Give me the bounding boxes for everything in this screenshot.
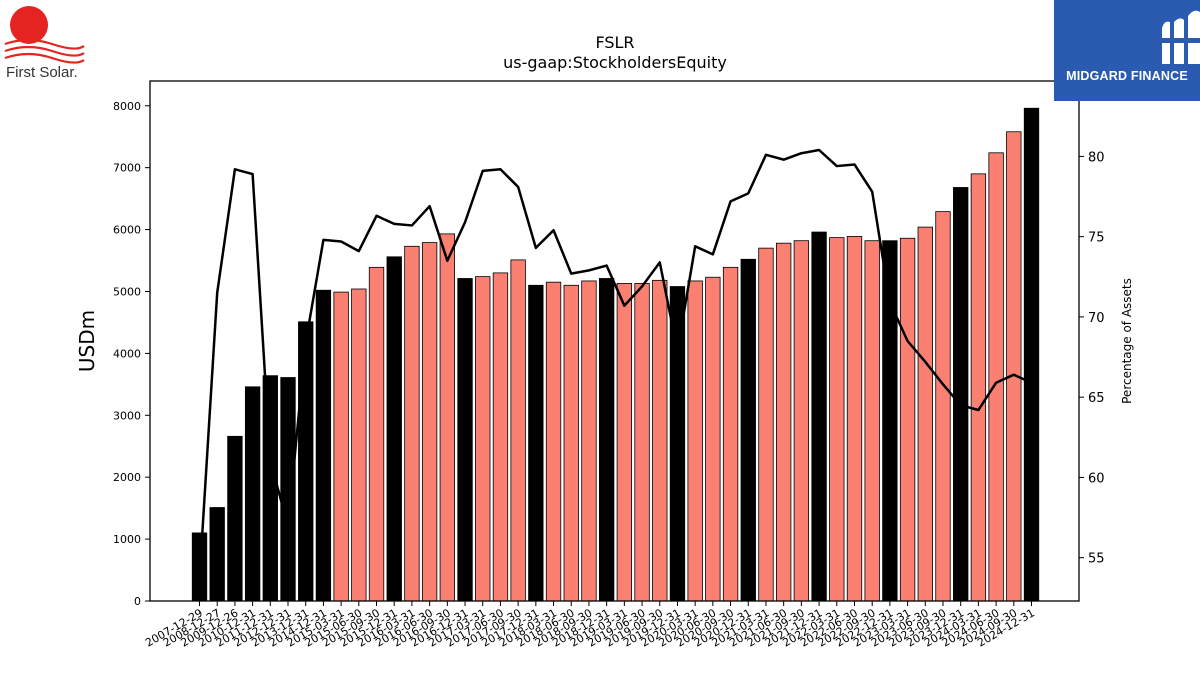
y-tick-label: 4000 bbox=[113, 347, 141, 360]
bar-2022-06-30 bbox=[846, 235, 863, 602]
y2-tick-label: 65 bbox=[1088, 391, 1105, 406]
y2-axis-label: Percentage of Assets bbox=[1120, 278, 1134, 404]
percentage-line-series bbox=[198, 148, 1033, 579]
bar-2023-03-31 bbox=[899, 237, 916, 602]
bar-2014-12-31 bbox=[315, 289, 332, 602]
bar-2015-03-31 bbox=[333, 291, 349, 602]
y-tick-label: 0 bbox=[134, 595, 141, 608]
bar-2022-03-31 bbox=[829, 237, 845, 602]
bar-2017-09-30 bbox=[510, 259, 526, 602]
midgard-finance-logo: MIDGARD FINANCE bbox=[1054, 0, 1200, 101]
sun-icon bbox=[10, 6, 48, 44]
bar-2019-12-31 bbox=[669, 286, 686, 602]
first-solar-logo: First Solar. bbox=[0, 0, 95, 90]
bar-2009-12-26 bbox=[227, 435, 243, 602]
bar-2020-06-30 bbox=[705, 276, 721, 602]
bar-2019-03-31 bbox=[616, 283, 633, 602]
bar-2018-06-30 bbox=[563, 284, 579, 602]
bar-2024-03-31 bbox=[970, 173, 987, 602]
right-y-axis: 55 60 65 70 75 80 bbox=[1079, 150, 1105, 567]
y-tick-label: 2000 bbox=[113, 471, 141, 484]
bar-2015-06-30 bbox=[351, 288, 367, 602]
bar-2021-09-30 bbox=[793, 240, 810, 602]
bar-2018-03-31 bbox=[545, 281, 562, 602]
bar-2017-12-31 bbox=[528, 284, 544, 602]
bar-2020-03-31 bbox=[687, 280, 703, 602]
chart-subtitle: us-gaap:StockholdersEquity bbox=[503, 53, 727, 72]
bar-2016-03-31 bbox=[404, 245, 420, 602]
y-tick-label: 3000 bbox=[113, 409, 141, 422]
company-name: First Solar. bbox=[6, 64, 78, 81]
y-tick-label: 8000 bbox=[113, 100, 141, 113]
plot-area bbox=[149, 80, 1080, 602]
bar-2013-12-31 bbox=[298, 321, 314, 602]
bar-2024-12-31 bbox=[1023, 107, 1040, 602]
bar-2023-09-30 bbox=[935, 211, 951, 602]
bar-2024-06-30 bbox=[988, 152, 1004, 602]
publisher-name: MIDGARD FINANCE bbox=[1066, 69, 1188, 83]
bar-2020-12-31 bbox=[740, 258, 756, 602]
y2-tick-label: 75 bbox=[1088, 231, 1105, 246]
bar-2023-06-30 bbox=[917, 226, 933, 602]
bar-2015-09-30 bbox=[368, 266, 385, 602]
bar-2019-06-30 bbox=[634, 283, 650, 602]
bar-2021-12-31 bbox=[811, 231, 827, 602]
y-tick-label: 5000 bbox=[113, 285, 141, 298]
bar-2015-12-31 bbox=[386, 256, 402, 602]
bar-2016-09-30 bbox=[439, 233, 455, 602]
bar-2010-12-31 bbox=[244, 386, 261, 602]
bar-2017-03-31 bbox=[475, 276, 491, 602]
y2-tick-label: 70 bbox=[1088, 311, 1105, 326]
bar-2023-12-31 bbox=[953, 187, 969, 602]
y-tick-label: 7000 bbox=[113, 162, 141, 175]
bar-2016-12-31 bbox=[457, 278, 473, 602]
y2-tick-label: 60 bbox=[1088, 471, 1105, 486]
bar-2017-06-30 bbox=[492, 272, 509, 602]
y2-tick-label: 80 bbox=[1088, 150, 1105, 165]
bar-2012-12-31 bbox=[280, 377, 296, 602]
percentage-of-assets-line bbox=[198, 148, 1033, 579]
midgard-mark-icon bbox=[1158, 10, 1200, 65]
bar-2022-09-30 bbox=[864, 240, 880, 602]
y-tick-label: 1000 bbox=[113, 533, 141, 546]
bar-2019-09-30 bbox=[652, 279, 668, 602]
bar-2021-06-30 bbox=[776, 242, 792, 602]
y-axis-label: USDm bbox=[75, 310, 99, 372]
chart-title: FSLR bbox=[595, 33, 634, 52]
left-y-axis: 0 1000 2000 3000 4000 5000 6000 7000 8000 bbox=[113, 100, 150, 608]
bar-2011-12-31 bbox=[262, 375, 278, 602]
wave-icon bbox=[4, 38, 85, 64]
y-tick-label: 6000 bbox=[113, 224, 141, 237]
bar-2008-12-27 bbox=[209, 507, 225, 602]
bar-2018-12-31 bbox=[598, 278, 615, 602]
y2-tick-label: 55 bbox=[1088, 552, 1105, 567]
bar-2016-06-30 bbox=[421, 242, 438, 602]
bar-series bbox=[191, 107, 1040, 602]
bar-2018-09-30 bbox=[581, 280, 597, 602]
x-axis: 2007-12-292008-12-272009-12-262010-12-31… bbox=[143, 601, 1037, 650]
bar-2021-03-31 bbox=[758, 247, 774, 602]
bar-2020-09-30 bbox=[722, 266, 739, 602]
bar-2024-09-30 bbox=[1006, 131, 1022, 602]
